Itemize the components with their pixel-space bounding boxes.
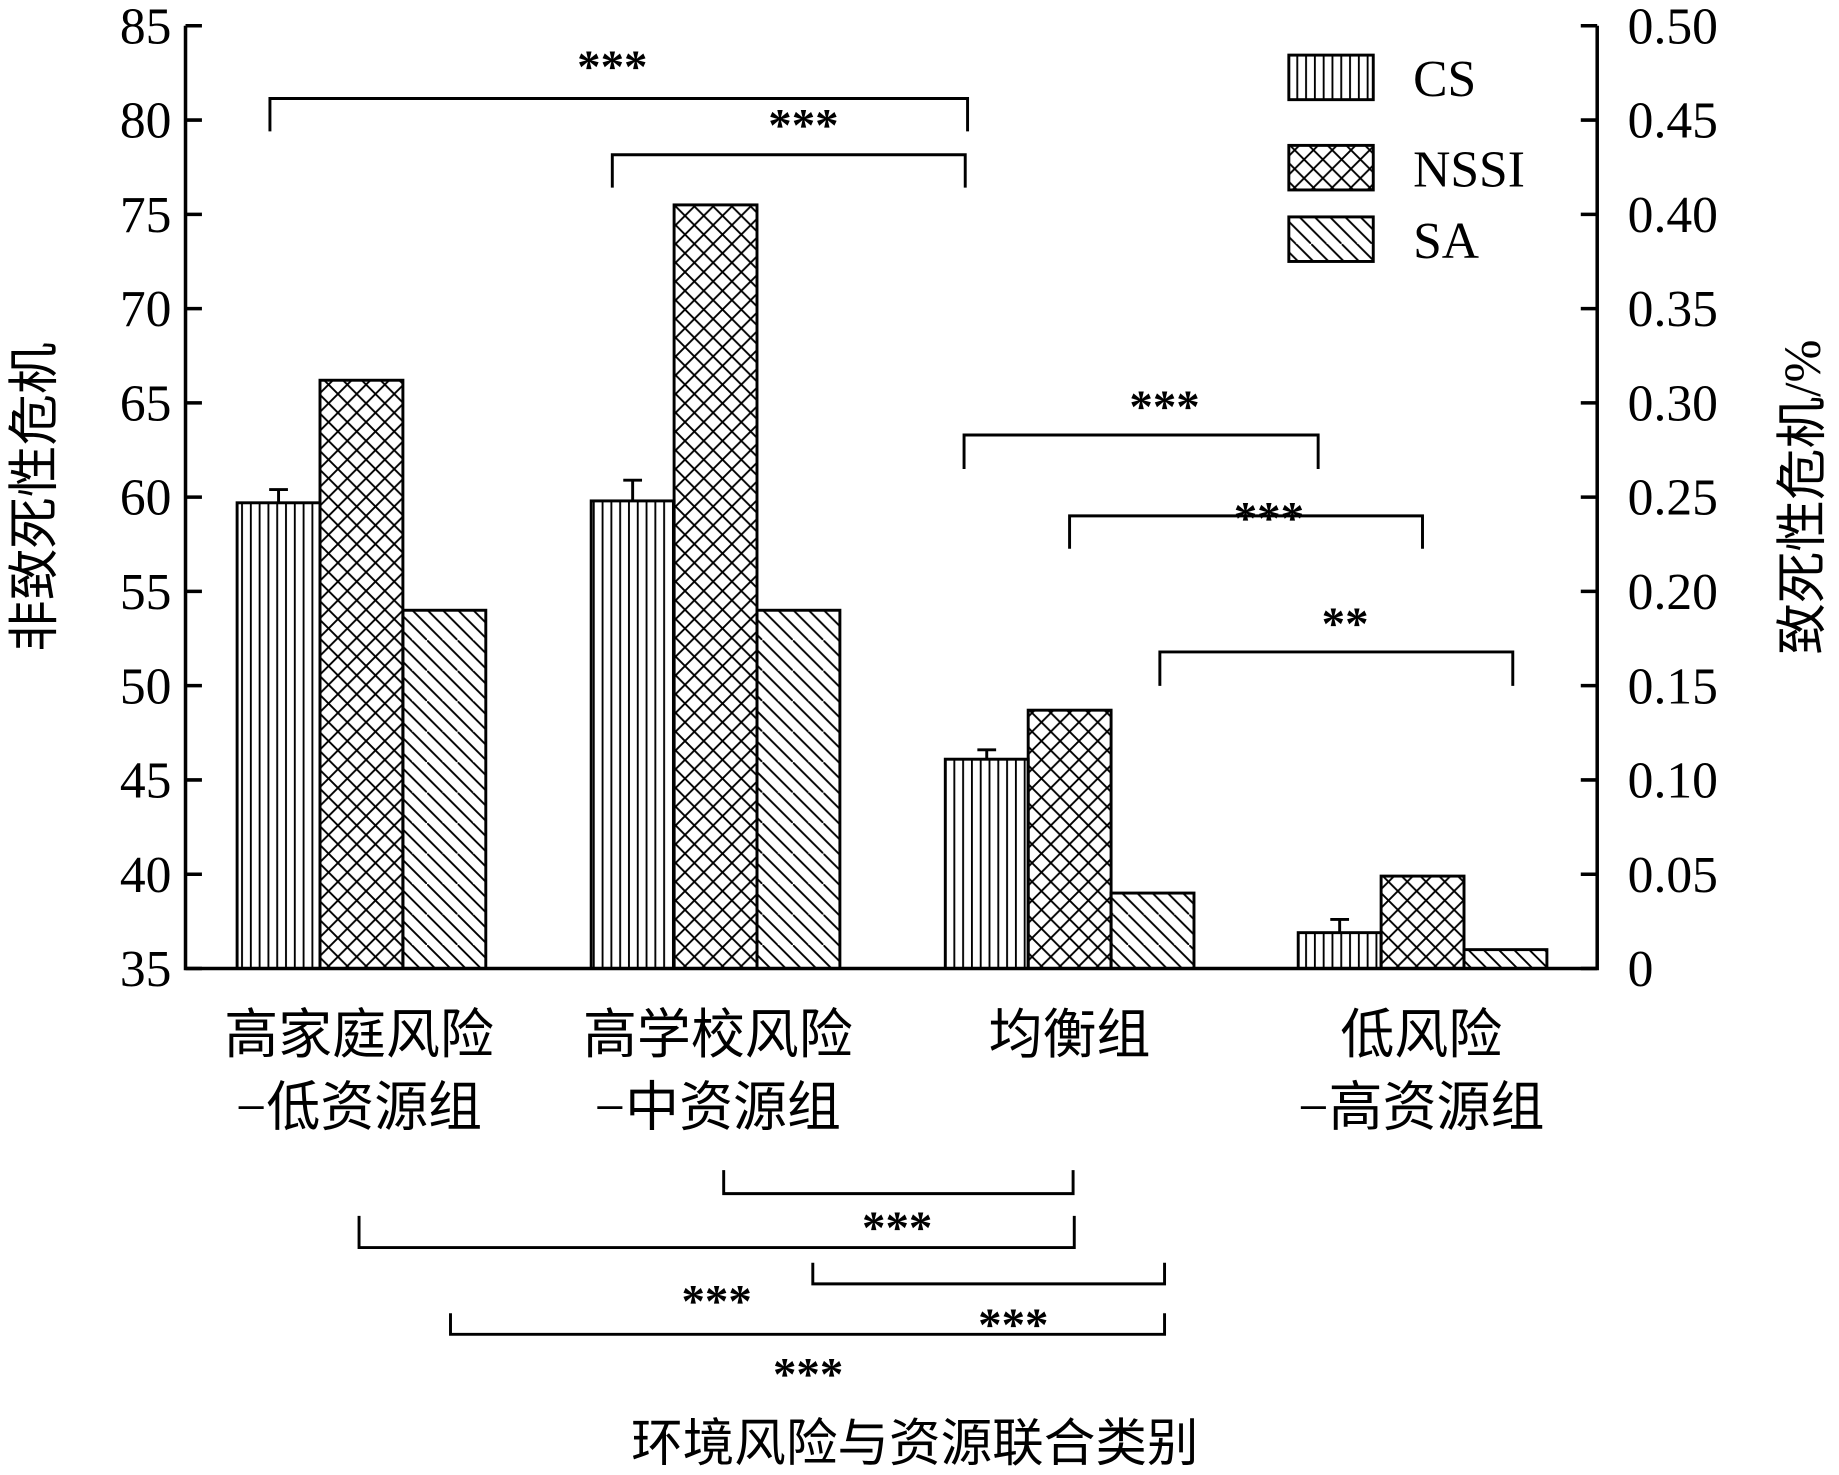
y-tick-label: 80 — [120, 93, 172, 150]
bar-nssi — [1026, 708, 1113, 970]
significance-label: *** — [1129, 381, 1199, 433]
significance-bracket — [811, 1262, 1167, 1286]
y-tick-label: 65 — [120, 375, 172, 432]
bar-sa — [401, 608, 488, 970]
significance-bracket — [1158, 650, 1515, 686]
y-tick-label: 50 — [120, 658, 172, 715]
y-right-tick-label: 0.30 — [1628, 375, 1718, 432]
bar-cs — [1296, 931, 1383, 970]
y-axis-title: 非致死性危机 — [7, 342, 64, 651]
y-right-tick-label: 0.20 — [1628, 564, 1718, 621]
x-category-label: −中资源组 — [595, 1078, 841, 1138]
x-category-label: 高学校风险 — [583, 1005, 853, 1065]
significance-label: ** — [1322, 598, 1369, 650]
y-tick-label: 60 — [120, 470, 172, 527]
y-right-tick-label: 0.10 — [1628, 753, 1718, 810]
y-right-tick-label: 0.05 — [1628, 847, 1718, 904]
legend-swatch-sa — [1287, 215, 1375, 263]
bar-cs — [235, 501, 322, 970]
y-tick-label: 75 — [120, 187, 172, 244]
significance-label: *** — [862, 1202, 932, 1254]
significance-label: *** — [1234, 492, 1304, 544]
x-axis-title: 环境风险与资源联合类别 — [631, 1416, 1198, 1473]
legend-swatch-nssi — [1287, 143, 1375, 192]
bar-sa — [1462, 948, 1549, 970]
significance-bracket — [722, 1170, 1075, 1196]
y-right-tick-label: 0.15 — [1628, 658, 1718, 715]
significance-bracket — [449, 1313, 1167, 1336]
significance-bracket — [610, 153, 967, 188]
significance-bracket — [357, 1215, 1076, 1250]
y-right-tick-label: 0.25 — [1628, 470, 1718, 527]
bar-cs — [589, 499, 676, 970]
y-tick-label: 45 — [120, 753, 172, 810]
bar-nssi — [672, 203, 759, 970]
y-right-tick-label: 0.35 — [1628, 281, 1718, 338]
significance-label: *** — [768, 100, 838, 152]
y-right-axis-title: 致死性危机/% — [1775, 340, 1832, 655]
bar-sa — [1109, 891, 1196, 970]
significance-label: *** — [773, 1348, 843, 1400]
significance-label: *** — [577, 41, 647, 93]
y-tick-label: 70 — [120, 281, 172, 338]
legend-label-nssi: NSSI — [1413, 141, 1525, 198]
y-right-tick-label: 0.40 — [1628, 187, 1718, 244]
significance-label: *** — [978, 1299, 1048, 1351]
x-category-label: −高资源组 — [1298, 1078, 1544, 1138]
y-tick-label: 85 — [120, 0, 172, 55]
significance-bracket — [962, 433, 1320, 469]
x-category-label: −低资源组 — [236, 1078, 482, 1138]
x-category-label: 均衡组 — [989, 1005, 1151, 1065]
bar-nssi — [1379, 874, 1466, 970]
x-category-label: 低风险 — [1340, 1005, 1502, 1065]
y-right-tick-label: 0.50 — [1628, 0, 1718, 55]
bar-cs — [943, 757, 1030, 970]
y-right-tick-label: 0 — [1628, 941, 1654, 998]
legend-swatch-cs — [1287, 53, 1375, 102]
y-right-tick-label: 0.45 — [1628, 93, 1718, 150]
significance-bracket — [268, 97, 970, 132]
y-tick-label: 40 — [120, 847, 172, 904]
significance-bracket — [1068, 514, 1424, 549]
y-tick-label: 55 — [120, 564, 172, 621]
x-category-label: 高家庭风险 — [224, 1005, 494, 1065]
bar-sa — [755, 608, 842, 970]
bar-nssi — [318, 378, 405, 970]
y-tick-label: 35 — [120, 941, 172, 998]
significance-label: *** — [682, 1276, 752, 1328]
legend-label-cs: CS — [1413, 51, 1476, 108]
legend-label-sa: SA — [1413, 213, 1479, 270]
